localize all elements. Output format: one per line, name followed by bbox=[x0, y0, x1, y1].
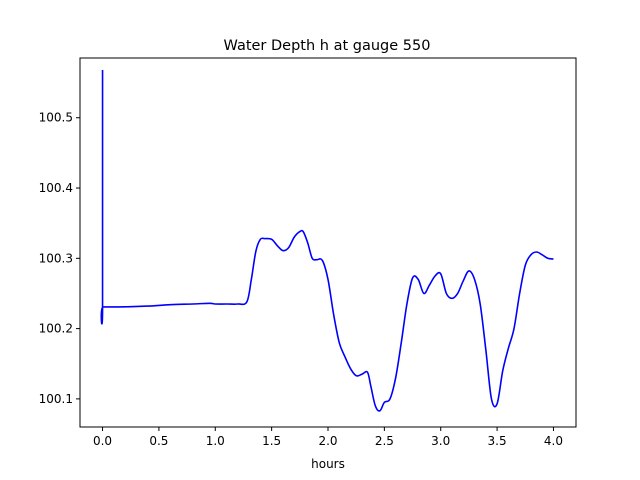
x-tick-label: 2.0 bbox=[318, 434, 337, 448]
x-tick-label: 2.5 bbox=[375, 434, 394, 448]
x-axis-label: hours bbox=[311, 457, 345, 471]
x-tick-label: 0.5 bbox=[149, 434, 168, 448]
series-line-group bbox=[100, 69, 554, 412]
y-tick-label: 100.4 bbox=[39, 181, 73, 195]
y-tick-label: 100.3 bbox=[39, 251, 73, 265]
y-tick-label: 100.5 bbox=[39, 111, 73, 125]
y-tick-label: 100.1 bbox=[39, 392, 73, 406]
series-line-0 bbox=[100, 69, 554, 412]
x-tick-label: 1.5 bbox=[262, 434, 281, 448]
plot-frame bbox=[79, 57, 577, 428]
x-axis: 0.0 0.5 1.0 1.5 2.0 2.5 3.0 3.5 4.0 bbox=[93, 427, 563, 448]
x-tick-label: 3.0 bbox=[431, 434, 450, 448]
chart-title: Water Depth h at gauge 550 bbox=[224, 38, 431, 54]
x-tick-label: 1.0 bbox=[206, 434, 225, 448]
y-tick-label: 100.2 bbox=[39, 322, 73, 336]
x-tick-label: 4.0 bbox=[544, 434, 563, 448]
x-tick-label: 3.5 bbox=[488, 434, 507, 448]
y-axis: 100.1 100.2 100.3 100.4 100.5 bbox=[39, 111, 80, 406]
x-tick-label: 0.0 bbox=[93, 434, 112, 448]
